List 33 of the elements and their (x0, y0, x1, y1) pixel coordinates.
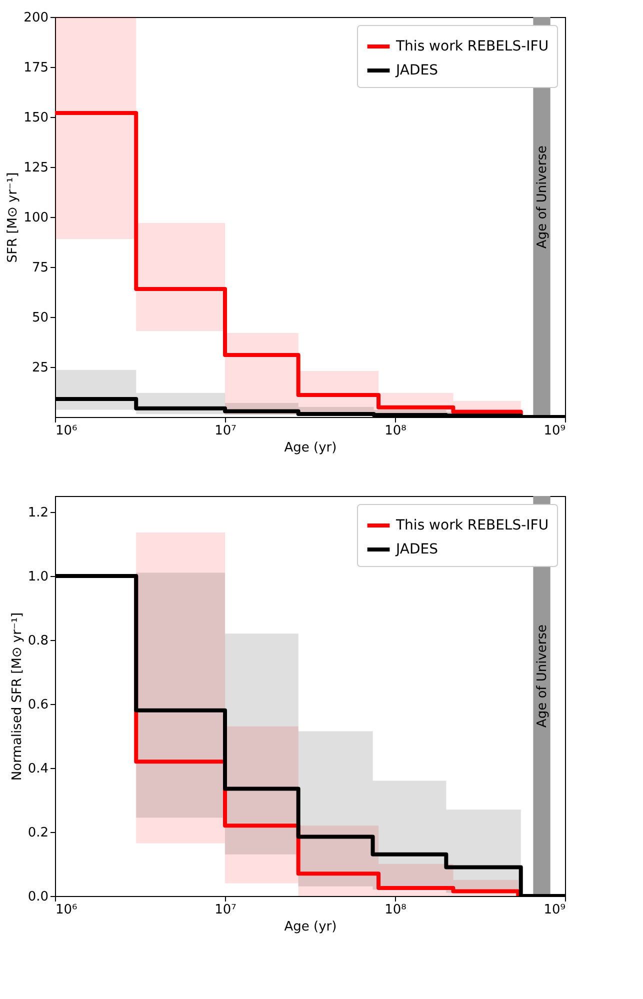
y-tick-label: 200 (24, 10, 48, 26)
y-axis-title: Normalised SFR [M⊙ yr⁻¹] (10, 612, 25, 781)
x-axis-title: Age (yr) (284, 920, 337, 934)
legend-label: JADES (395, 542, 438, 558)
y-tick-label: 25 (32, 360, 48, 376)
band-label: Age of Universe (534, 624, 550, 728)
legend-label: JADES (395, 62, 438, 78)
x-tick-label: 10⁶ (56, 902, 78, 918)
y-tick-label: 150 (24, 110, 48, 126)
y-tick-label: 0.4 (28, 762, 48, 776)
x-tick-label: 10⁸ (384, 424, 406, 438)
legend-label: This work REBELS-IFU (395, 518, 549, 534)
y-tick-label: 0.8 (28, 634, 48, 648)
y-tick-label: 175 (24, 60, 48, 76)
x-tick-label: 10⁸ (384, 902, 406, 918)
x-tick-label: 10⁹ (544, 902, 566, 918)
y-tick-label: 125 (24, 160, 48, 176)
y-tick-label: 0.2 (28, 826, 48, 840)
band-label: Age of Universe (534, 145, 550, 249)
y-tick-label: 1.0 (28, 570, 48, 584)
y-tick-label: 50 (32, 310, 48, 326)
y-tick-label: 0.6 (28, 698, 48, 712)
x-tick-label: 10⁹ (544, 424, 566, 438)
x-tick-label: 10⁷ (214, 902, 236, 918)
y-tick-label: 0.0 (28, 890, 48, 904)
x-tick-label: 10⁶ (56, 424, 78, 438)
x-axis-title: Age (yr) (284, 440, 337, 456)
y-axis-title: SFR [M⊙ yr⁻¹] (6, 172, 21, 263)
x-tick-label: 10⁷ (214, 424, 236, 438)
y-tick-label: 1.2 (28, 506, 48, 520)
legend-label: This work REBELS-IFU (395, 38, 549, 54)
y-tick-label: 100 (24, 210, 48, 226)
y-tick-label: 75 (32, 260, 48, 276)
